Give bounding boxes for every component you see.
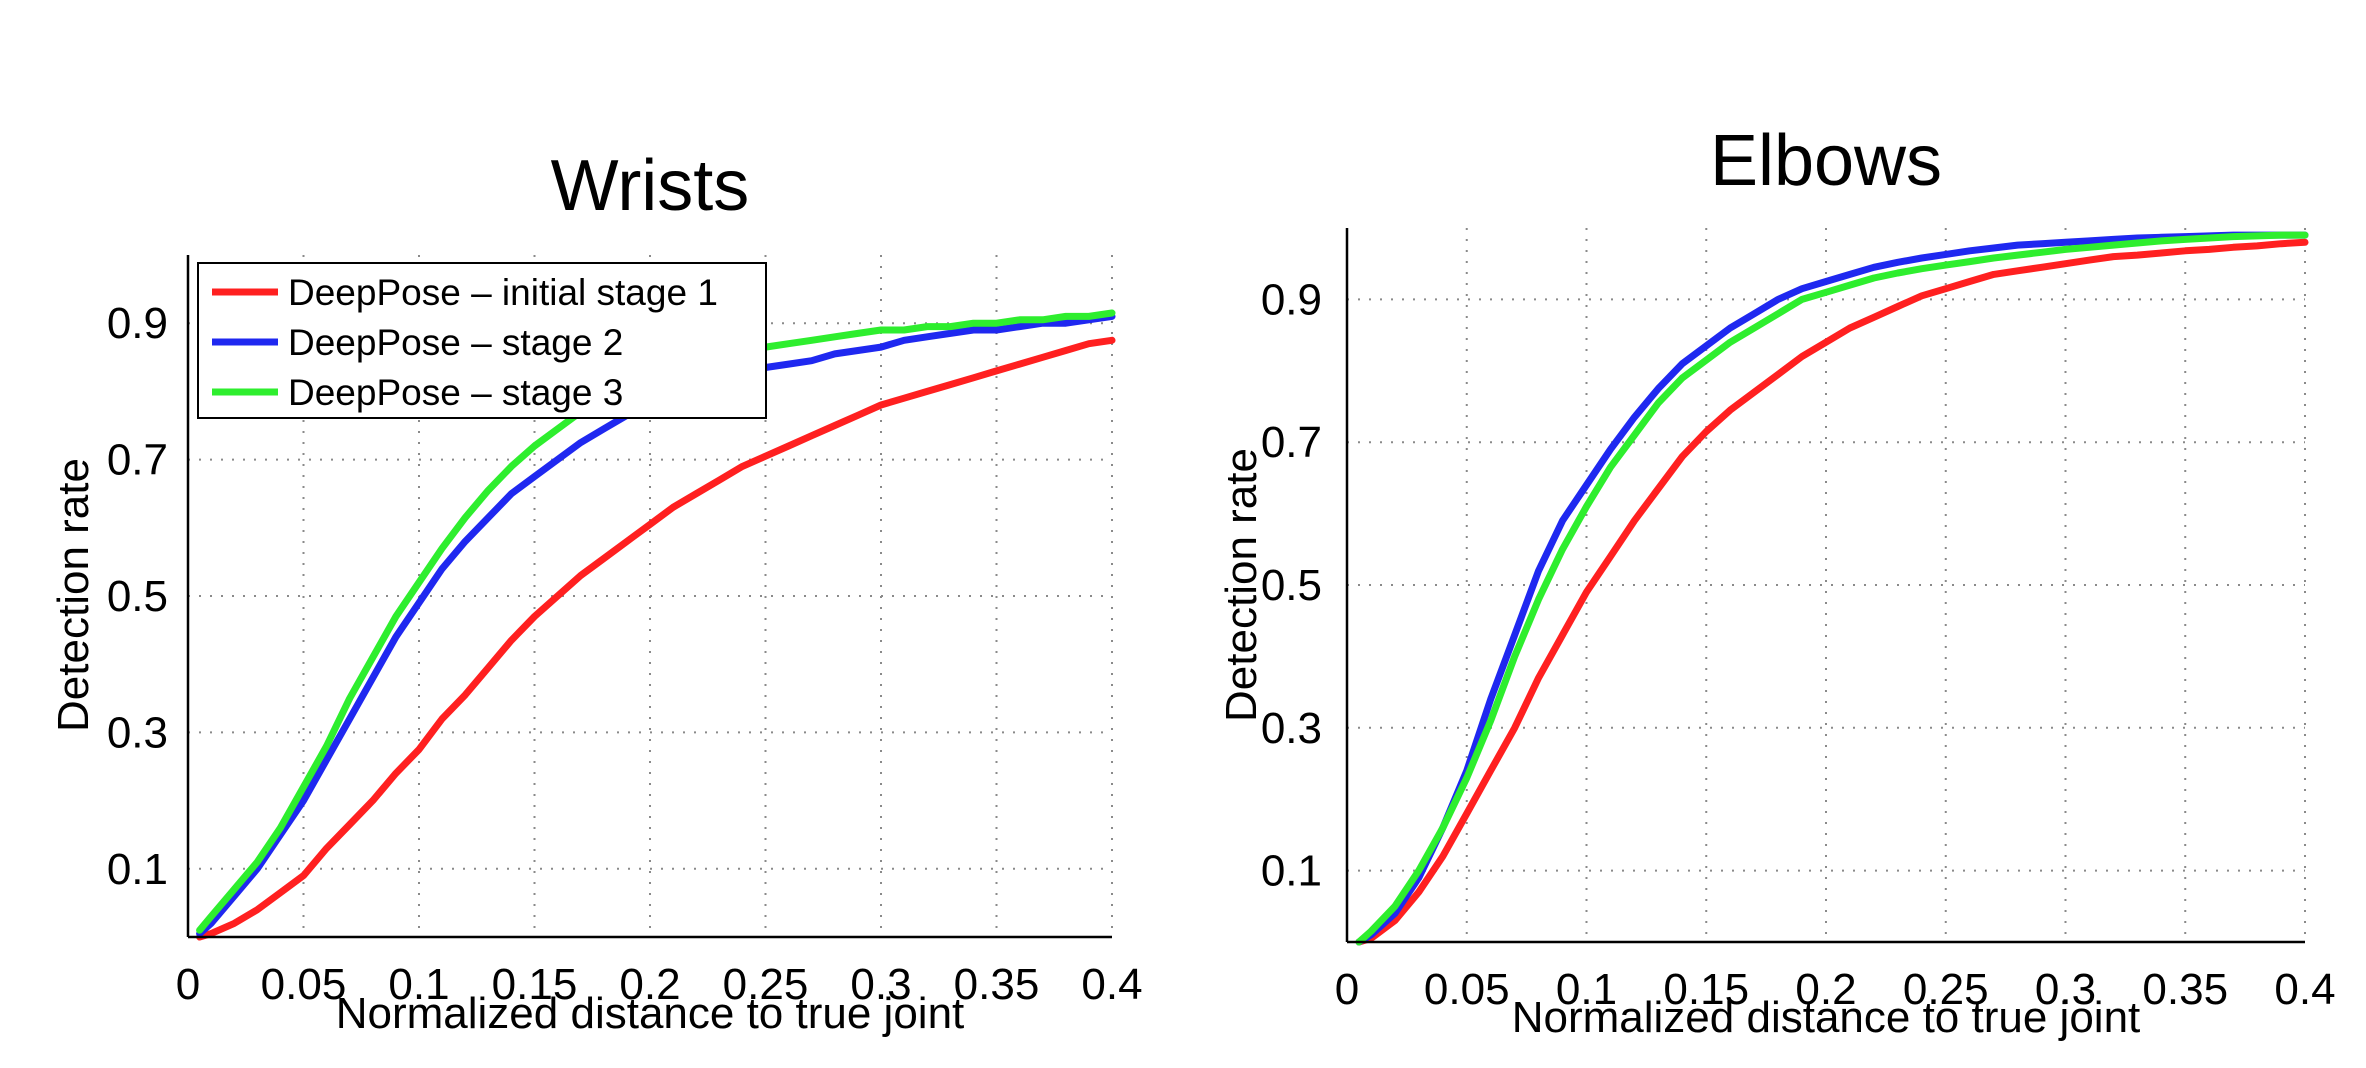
wrists-axes — [186, 255, 1112, 939]
x-tick-label: 0.35 — [2142, 965, 2228, 1014]
legend-label-stage1: DeepPose – initial stage 1 — [288, 272, 718, 313]
elbows-tick-labels: 0 0.05 0.1 0.15 0.2 0.25 0.3 0.35 0.4 0.1 0.3 0.5 0.… — [1261, 275, 2336, 1014]
x-tick-label: 0.3 — [2035, 965, 2096, 1014]
elbows-chart: Elbows 0 0.05 0.1 0.15 0.2 0.25 0.3 0.35 0.40.10… — [1217, 121, 2336, 1042]
x-tick-label: 0.1 — [388, 960, 449, 1009]
x-tick-label: 0.4 — [1081, 960, 1142, 1009]
y-tick-label: 0.7 — [1261, 418, 1322, 467]
x-tick-label: 0.15 — [1663, 965, 1749, 1014]
x-tick-label: 0.05 — [261, 960, 347, 1009]
x-tick-label: 0.4 — [2274, 965, 2335, 1014]
x-tick-label: 0 — [176, 960, 200, 1009]
y-tick-label: 0.1 — [1261, 847, 1322, 896]
wrists-title: Wrists — [551, 146, 750, 226]
y-tick-label: 0.3 — [107, 708, 168, 757]
legend-label-stage3: DeepPose – stage 3 — [288, 372, 623, 413]
x-tick-label: 0.15 — [492, 960, 578, 1009]
x-tick-label: 0.25 — [723, 960, 809, 1009]
elbows-grid — [1347, 228, 2306, 942]
x-tick-label: 0.1 — [1556, 965, 1617, 1014]
wrists-curve-stage1 — [196, 336, 1116, 941]
elbows-curves — [1355, 231, 2309, 946]
y-tick-label: 0.1 — [107, 845, 168, 894]
y-tick-label: 0.9 — [107, 299, 168, 348]
elbows-curve-stage2 — [1355, 231, 2309, 946]
y-tick-label: 0.5 — [1261, 561, 1322, 610]
x-tick-label: 0.35 — [954, 960, 1040, 1009]
y-tick-label: 0.3 — [1261, 704, 1322, 753]
elbows-axes — [1345, 228, 2305, 944]
elbows-title: Elbows — [1710, 121, 1942, 201]
x-tick-label: 0.25 — [1903, 965, 1989, 1014]
x-tick-label: 0.05 — [1424, 965, 1510, 1014]
y-tick-label: 0.7 — [107, 436, 168, 485]
wrists-chart: Wrists 0 0.05 0.1 0.15 0.2 0.25 0.3 0.35 0.40.10… — [49, 146, 1143, 1038]
legend: DeepPose – initial stage 1 DeepPose – st… — [197, 262, 767, 419]
y-tick-label: 0.5 — [107, 572, 168, 621]
elbows-xlabel: Normalized distance to true joint — [1512, 993, 2141, 1042]
y-tick-label: 0.9 — [1261, 275, 1322, 324]
elbows-ylabel: Detection rate — [1217, 448, 1266, 722]
x-tick-label: 0.2 — [619, 960, 680, 1009]
wrists-xlabel: Normalized distance to true joint — [336, 989, 965, 1038]
wrists-ylabel: Detection rate — [49, 458, 98, 732]
legend-label-stage2: DeepPose – stage 2 — [288, 322, 623, 363]
x-tick-label: 0 — [1335, 965, 1359, 1014]
wrists-tick-labels: 0 0.05 0.1 0.15 0.2 0.25 0.3 0.35 0.4 0.1 0.3 0.5 0.… — [107, 299, 1143, 1009]
legend-box — [197, 262, 767, 419]
x-tick-label: 0.3 — [850, 960, 911, 1009]
elbows-curve-stage3 — [1355, 231, 2309, 946]
elbows-curve-stage1 — [1355, 238, 2309, 946]
x-tick-label: 0.2 — [1795, 965, 1856, 1014]
